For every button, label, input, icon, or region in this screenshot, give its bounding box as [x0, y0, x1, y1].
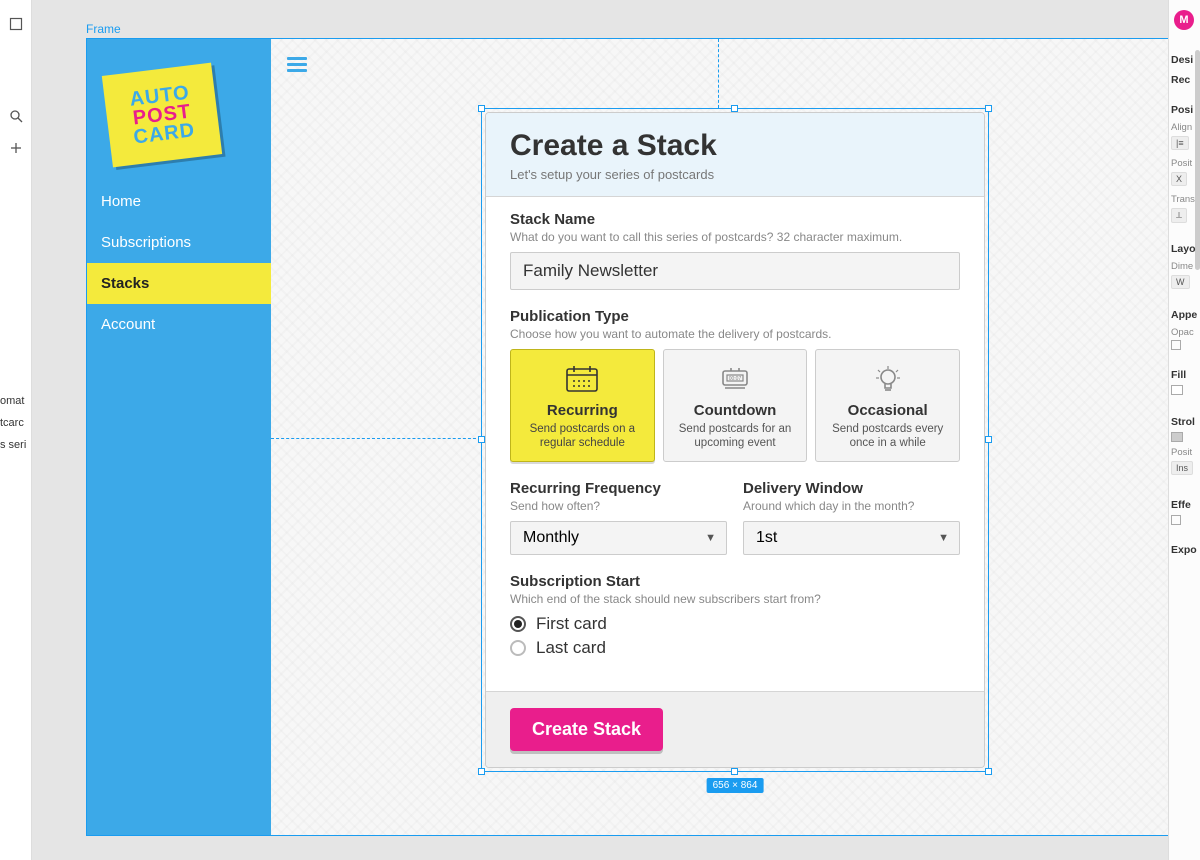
record-header: Rec	[1171, 70, 1200, 90]
logo-card: AUTO POST CARD	[102, 63, 222, 168]
transform-label: Trans	[1171, 192, 1200, 207]
pub-type-desc: Send postcards every once in a while	[824, 422, 951, 451]
nav-account[interactable]: Account	[87, 304, 271, 345]
layout-header: Layo	[1171, 239, 1200, 259]
effects-header: Effe	[1171, 495, 1200, 515]
subscription-start-field: Subscription Start Which end of the stac…	[510, 573, 960, 658]
pub-type-desc: Send postcards for an upcoming event	[672, 422, 799, 451]
canvas[interactable]: Frame AUTO POST CARD Home Subscriptions …	[32, 0, 1168, 860]
frame-tool-icon[interactable]	[0, 8, 32, 40]
selected-frame[interactable]: 656 × 864 Create a Stack Let's setup you…	[481, 108, 989, 772]
pub-type-occasional[interactable]: Occasional Send postcards every once in …	[815, 349, 960, 462]
modal-body: Stack Name What do you want to call this…	[486, 197, 984, 691]
pub-type-title: Recurring	[519, 402, 646, 419]
resize-handle-mb[interactable]	[731, 768, 738, 775]
radio-last-card[interactable]: Last card	[510, 638, 960, 658]
avatar[interactable]: M	[1174, 10, 1194, 30]
appearance-header: Appe	[1171, 305, 1200, 325]
radio-label: Last card	[536, 638, 606, 658]
align-label: Align	[1171, 120, 1200, 135]
resize-handle-bl[interactable]	[478, 768, 485, 775]
effects-checkbox[interactable]	[1171, 515, 1181, 525]
modal-subtitle: Let's setup your series of postcards	[510, 167, 960, 182]
radio-first-card[interactable]: First card	[510, 614, 960, 634]
timer-icon: 00:07	[672, 362, 799, 396]
export-header: Expo	[1171, 540, 1200, 560]
app-sidebar: AUTO POST CARD Home Subscriptions Stacks…	[87, 39, 271, 835]
stroke-position-chip[interactable]: Ins	[1171, 461, 1193, 475]
publication-type-hint: Choose how you want to automate the deli…	[510, 327, 960, 341]
properties-panel: M Desi Rec Posi Align |≡ Posit X Trans ⟂…	[1168, 0, 1200, 860]
sub-start-label: Subscription Start	[510, 573, 960, 590]
stroke-swatch[interactable]	[1171, 432, 1183, 442]
window-label: Delivery Window	[743, 480, 960, 497]
position-header: Posi	[1171, 100, 1200, 120]
create-stack-modal: Create a Stack Let's setup your series o…	[485, 112, 985, 768]
create-stack-button[interactable]: Create Stack	[510, 708, 663, 751]
sub-start-hint: Which end of the stack should new subscr…	[510, 592, 960, 606]
logo-line-3: CARD	[132, 121, 196, 147]
align-chip[interactable]: |≡	[1171, 136, 1189, 150]
dimensions-label: Dime	[1171, 259, 1200, 274]
modal-footer: Create Stack	[486, 691, 984, 767]
svg-text:00:07: 00:07	[729, 376, 742, 382]
radio-label: First card	[536, 614, 607, 634]
modal-header: Create a Stack Let's setup your series o…	[486, 113, 984, 197]
resize-handle-tr[interactable]	[985, 105, 992, 112]
nav-stacks[interactable]: Stacks	[87, 263, 271, 304]
radio-dot-icon	[510, 616, 526, 632]
selection-size-badge: 656 × 864	[707, 778, 764, 793]
lightbulb-icon	[824, 362, 951, 396]
resize-handle-mr[interactable]	[985, 436, 992, 443]
tab-design[interactable]: Desi	[1171, 50, 1200, 70]
stack-name-hint: What do you want to call this series of …	[510, 230, 960, 244]
modal-title: Create a Stack	[510, 129, 960, 163]
frame-label[interactable]: Frame	[86, 22, 121, 36]
stroke-position-label: Posit	[1171, 445, 1200, 460]
position-label: Posit	[1171, 156, 1200, 171]
stack-name-label: Stack Name	[510, 211, 960, 228]
logo: AUTO POST CARD	[87, 39, 271, 181]
frequency-window-row: Recurring Frequency Send how often? Mont…	[510, 480, 960, 555]
stack-name-input[interactable]	[510, 252, 960, 290]
opacity-label: Opac	[1171, 325, 1200, 340]
w-chip[interactable]: W	[1171, 275, 1190, 289]
pub-type-title: Countdown	[672, 402, 799, 419]
calendar-icon	[519, 362, 646, 396]
window-field: Delivery Window Around which day in the …	[743, 480, 960, 555]
stroke-header: Strol	[1171, 412, 1200, 432]
pub-type-desc: Send postcards on a regular schedule	[519, 422, 646, 451]
frequency-hint: Send how often?	[510, 499, 727, 513]
opacity-checkbox[interactable]	[1171, 340, 1181, 350]
resize-handle-ml[interactable]	[478, 436, 485, 443]
plus-icon[interactable]	[0, 132, 32, 164]
resize-handle-br[interactable]	[985, 768, 992, 775]
resize-handle-mt[interactable]	[731, 105, 738, 112]
window-hint: Around which day in the month?	[743, 499, 960, 513]
frequency-select[interactable]: Monthly	[510, 521, 727, 555]
resize-handle-tl[interactable]	[478, 105, 485, 112]
radio-dot-icon	[510, 640, 526, 656]
publication-type-label: Publication Type	[510, 308, 960, 325]
frequency-label: Recurring Frequency	[510, 480, 727, 497]
nav-home[interactable]: Home	[87, 181, 271, 222]
pub-type-recurring[interactable]: Recurring Send postcards on a regular sc…	[510, 349, 655, 462]
alignment-guide-vertical	[718, 39, 719, 108]
artboard-frame[interactable]: AUTO POST CARD Home Subscriptions Stacks…	[86, 38, 1186, 836]
nav-subscriptions[interactable]: Subscriptions	[87, 222, 271, 263]
layer-name-fragments: omat tcarc s seri	[0, 390, 26, 456]
frequency-field: Recurring Frequency Send how often? Mont…	[510, 480, 727, 555]
search-icon[interactable]	[0, 100, 32, 132]
alignment-guide-horizontal	[271, 438, 481, 439]
fill-header: Fill	[1171, 365, 1200, 385]
x-chip[interactable]: X	[1171, 172, 1187, 186]
hamburger-icon[interactable]	[287, 57, 307, 73]
publication-type-field: Publication Type Choose how you want to …	[510, 308, 960, 462]
window-select[interactable]: 1st	[743, 521, 960, 555]
transform-chip[interactable]: ⟂	[1171, 208, 1187, 223]
pub-type-title: Occasional	[824, 402, 951, 419]
stack-name-field: Stack Name What do you want to call this…	[510, 211, 960, 290]
pub-type-countdown[interactable]: 00:07 Countdown Send postcards for an up…	[663, 349, 808, 462]
fill-swatch[interactable]	[1171, 385, 1183, 395]
